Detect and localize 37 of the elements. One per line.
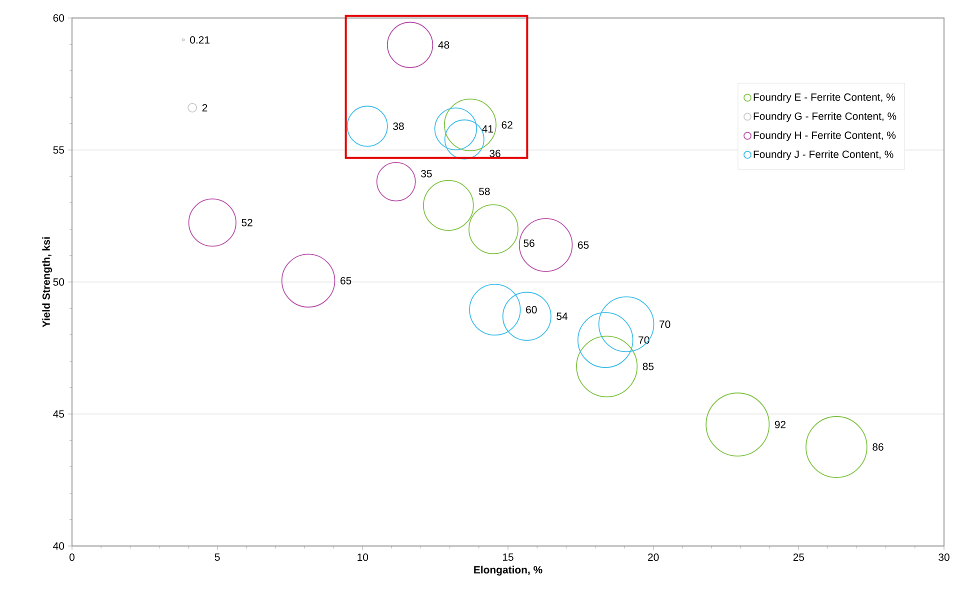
x-tick-label: 25 bbox=[793, 554, 804, 561]
legend-label: Foundry H - Ferrite Content, % bbox=[754, 131, 896, 142]
y-tick-label: 50 bbox=[53, 278, 64, 286]
data-label: 36 bbox=[490, 150, 500, 158]
data-label: 38 bbox=[393, 122, 404, 130]
data-label: 2 bbox=[202, 104, 208, 112]
y-tick-label: 40 bbox=[53, 542, 64, 550]
x-tick-label: 0 bbox=[70, 554, 74, 561]
data-label: 56 bbox=[524, 240, 534, 247]
data-label: 54 bbox=[556, 312, 568, 320]
data-label: 48 bbox=[438, 41, 450, 49]
data-label: 35 bbox=[421, 170, 432, 178]
data-label: 65 bbox=[578, 241, 589, 249]
data-label: 58 bbox=[479, 188, 490, 196]
y-axis-title: Yield Strength, ksi bbox=[42, 237, 52, 328]
x-tick-label: 15 bbox=[502, 554, 514, 561]
legend-label: Foundry G - Ferrite Content, % bbox=[754, 112, 896, 122]
data-label: 85 bbox=[642, 362, 654, 370]
x-axis-title: Elongation, % bbox=[474, 566, 542, 576]
data-label: 60 bbox=[526, 306, 537, 314]
x-tick-label: 10 bbox=[358, 554, 368, 561]
data-label: 0.21 bbox=[190, 36, 210, 44]
y-tick-label: 60 bbox=[53, 14, 64, 22]
legend-label: Foundry J - Ferrite Content, % bbox=[754, 150, 894, 160]
data-label: 52 bbox=[242, 218, 252, 226]
data-label: 86 bbox=[872, 443, 884, 451]
x-tick-label: 5 bbox=[214, 554, 220, 561]
data-label: 41 bbox=[482, 125, 493, 132]
data-label: 92 bbox=[774, 420, 786, 428]
x-tick-label: 30 bbox=[938, 554, 950, 561]
data-label: 65 bbox=[340, 276, 352, 284]
y-tick-label: 55 bbox=[53, 146, 64, 154]
data-label: 62 bbox=[502, 121, 512, 129]
legend-label: Foundry E - Ferrite Content, % bbox=[754, 93, 896, 103]
x-tick-label: 20 bbox=[648, 554, 659, 561]
data-label: 70 bbox=[660, 320, 670, 328]
y-tick-label: 45 bbox=[53, 410, 64, 418]
